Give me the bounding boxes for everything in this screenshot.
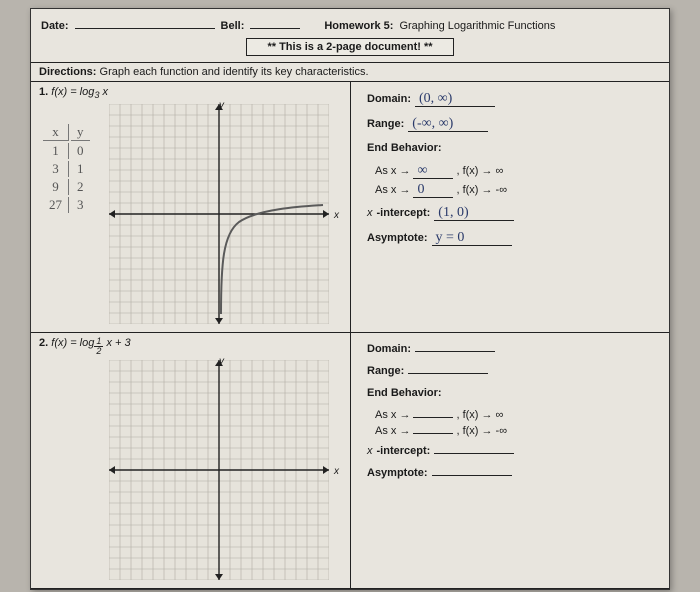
grid-svg-1 bbox=[109, 104, 329, 324]
as2-fill-1[interactable]: 0 bbox=[413, 183, 453, 198]
problem-2-left: 2. f(x) = log12 x + 3 y x bbox=[31, 333, 351, 588]
date-label: Date: bbox=[41, 20, 69, 32]
handwritten-table: xy 10 31 92 273 bbox=[41, 122, 92, 215]
problem-1-left: 1. f(x) = log3 x xy 10 31 92 273 y x bbox=[31, 82, 351, 332]
as1-fill-2[interactable] bbox=[413, 417, 453, 418]
problem-1: 1. f(x) = log3 x xy 10 31 92 273 y x Dom… bbox=[31, 82, 669, 333]
directions-text: Graph each function and identify its key… bbox=[100, 66, 369, 78]
problem-2-props: Domain: Range: End Behavior: As x → , f(… bbox=[351, 333, 669, 588]
directions-row: Directions: Graph each function and iden… bbox=[31, 62, 669, 82]
date-blank[interactable] bbox=[75, 15, 215, 29]
xint-fill-2[interactable] bbox=[434, 453, 514, 454]
bell-blank[interactable] bbox=[250, 15, 300, 29]
x-axis-label: x bbox=[334, 210, 339, 221]
y-axis-label-2: y bbox=[219, 356, 224, 367]
worksheet-page: Date: Bell: Homework 5: Graphing Logarit… bbox=[30, 8, 670, 590]
as2-fill-2[interactable] bbox=[413, 433, 453, 434]
problem-1-props: Domain: (0, ∞) Range: (-∞, ∞) End Behavi… bbox=[351, 82, 669, 332]
grid-svg-2 bbox=[109, 360, 329, 580]
header-row: Date: Bell: Homework 5: Graphing Logarit… bbox=[31, 9, 669, 36]
grid-2: y x bbox=[109, 360, 329, 580]
notice-row: ** This is a 2-page document! ** bbox=[31, 36, 669, 62]
homework-title: Graphing Logarithmic Functions bbox=[399, 20, 555, 32]
as1-fill-1[interactable]: ∞ bbox=[413, 164, 453, 179]
problem-2: 2. f(x) = log12 x + 3 y x Domain: Range:… bbox=[31, 333, 669, 589]
grid-1: y x bbox=[109, 104, 329, 324]
y-axis-label: y bbox=[219, 100, 224, 111]
xint-fill-1[interactable]: (1, 0) bbox=[434, 206, 514, 221]
range-fill-1[interactable]: (-∞, ∞) bbox=[408, 117, 488, 132]
range-fill-2[interactable] bbox=[408, 373, 488, 374]
asym-fill-1[interactable]: y = 0 bbox=[432, 231, 512, 246]
directions-label: Directions: bbox=[39, 66, 96, 78]
domain-fill-2[interactable] bbox=[415, 351, 495, 352]
homework-label: Homework 5: bbox=[324, 20, 393, 32]
asym-fill-2[interactable] bbox=[432, 475, 512, 476]
problem-1-function: 1. f(x) = log3 x bbox=[39, 86, 344, 100]
problem-2-function: 2. f(x) = log12 x + 3 bbox=[39, 337, 344, 356]
notice-box: ** This is a 2-page document! ** bbox=[246, 38, 453, 56]
x-axis-label-2: x bbox=[334, 466, 339, 477]
bell-label: Bell: bbox=[221, 20, 245, 32]
domain-fill-1[interactable]: (0, ∞) bbox=[415, 92, 495, 107]
